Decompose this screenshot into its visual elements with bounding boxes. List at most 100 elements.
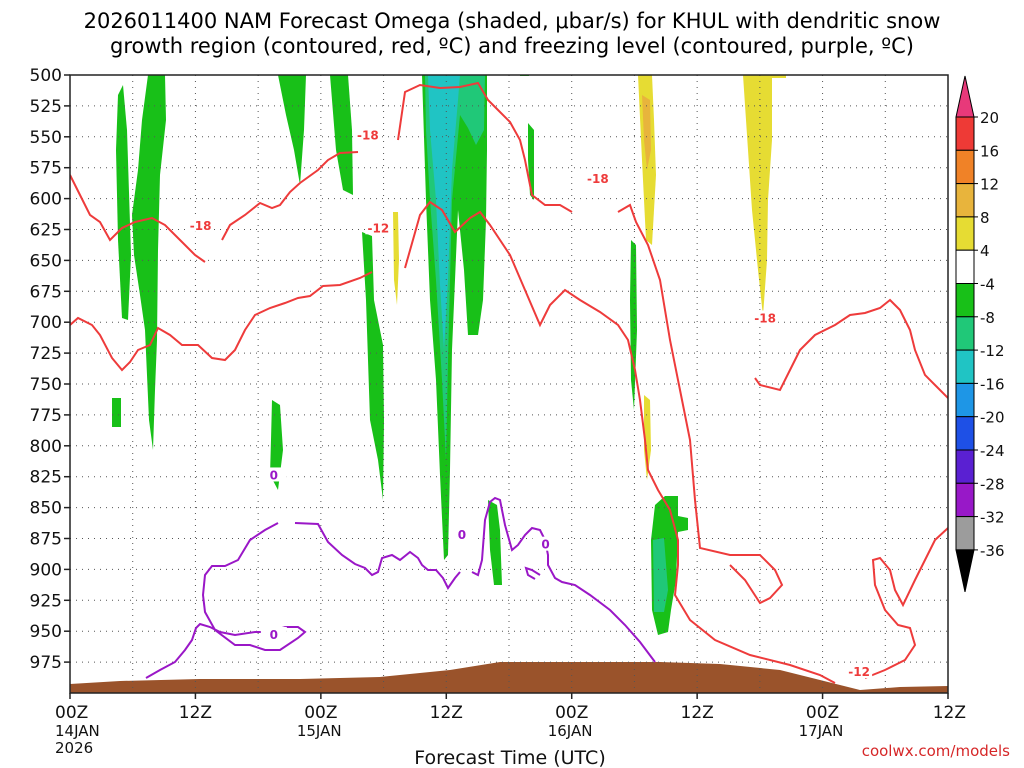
y-tick-label: 775: [30, 406, 62, 426]
colorbar-segment: [955, 316, 975, 351]
contour-label: -18: [754, 311, 776, 325]
y-tick-label: 925: [30, 591, 62, 611]
freezing-contour-line: [145, 496, 656, 679]
omega-region: [393, 212, 399, 305]
colorbar: 20 16 12 8 4 -4 -8 -12 -16 -20 -24 -28 -32 -36: [955, 75, 1005, 593]
colorbar-segment: [955, 249, 975, 284]
omega-shading: [112, 75, 786, 635]
colorbar-segment: [955, 349, 975, 384]
contour-label-bg: [260, 467, 287, 482]
x-tick-label: 00Z: [806, 703, 839, 723]
colorbar-label: -16: [980, 375, 1005, 393]
y-axis: 500 525 550 575 600 625 650 675 700 725 750 775 800 8…: [30, 66, 70, 673]
y-tick-label: 800: [30, 437, 62, 457]
contour-label: -18: [190, 219, 212, 233]
omega-region: [642, 95, 651, 170]
chart-title-line-2: growth region (contoured, red, ºC) and f…: [110, 34, 914, 58]
contour-label: 0: [270, 468, 278, 482]
y-tick-label: 950: [30, 622, 62, 642]
freezing-contour-line: [524, 566, 541, 580]
x-tick-date: 16JAN: [548, 722, 593, 740]
x-tick-label: 12Z: [179, 703, 212, 723]
y-tick-label: 500: [30, 66, 62, 86]
x-tick-label: 00Z: [55, 703, 88, 723]
y-tick-label: 825: [30, 468, 62, 488]
dgz-contour-line: [864, 527, 948, 679]
colorbar-segment: [955, 183, 975, 218]
colorbar-label: 8: [980, 209, 990, 227]
omega-region: [362, 232, 384, 500]
dgz-contour-line: [754, 298, 948, 399]
dgz-contour-line: [70, 151, 359, 263]
omega-region: [330, 75, 353, 195]
plot-grid: [69, 74, 949, 693]
colorbar-label: -36: [980, 542, 1005, 560]
x-tick-label: 12Z: [933, 703, 966, 723]
y-tick-label: 600: [30, 190, 62, 210]
y-tick-label: 850: [30, 499, 62, 519]
x-tick-label: 00Z: [555, 703, 588, 723]
colorbar-segment: [955, 216, 975, 251]
y-tick-label: 675: [30, 282, 62, 302]
omega-region: [132, 75, 166, 450]
credit-text: coolwx.com/models: [862, 742, 1010, 760]
colorbar-label: -8: [980, 309, 995, 327]
colorbar-label: -20: [980, 409, 1005, 427]
terrain-surface: [70, 662, 948, 693]
y-tick-label: 725: [30, 344, 62, 364]
colorbar-label: 16: [980, 142, 999, 160]
x-tick-date: 17JAN: [799, 722, 844, 740]
y-tick-label: 525: [30, 97, 62, 117]
y-tick-label: 900: [30, 560, 62, 580]
colorbar-arrow-top: [955, 75, 975, 118]
colorbar-label: 12: [980, 176, 999, 194]
colorbar-segment: [955, 149, 975, 185]
colorbar-arrow-bottom: [955, 549, 975, 593]
dgz-contour-line: [70, 200, 836, 684]
omega-region: [772, 75, 786, 78]
dgz-contour-line: [397, 81, 784, 605]
colorbar-segment: [955, 116, 975, 151]
freezing-level-contours: [145, 496, 656, 679]
colorbar-segment: [955, 449, 975, 484]
contour-label-bg: [752, 310, 779, 325]
contour-label: 0: [270, 628, 278, 642]
y-tick-label: 650: [30, 251, 62, 271]
contour-label-bg: [187, 217, 214, 232]
y-tick-label: 750: [30, 375, 62, 395]
contour-label: 0: [541, 538, 549, 552]
contour-label-bg: [448, 526, 475, 541]
contour-label: 0: [458, 528, 466, 542]
x-axis-title: Forecast Time (UTC): [414, 747, 605, 768]
colorbar-label: -24: [980, 442, 1005, 460]
omega-region: [116, 85, 131, 320]
y-tick-label: 575: [30, 159, 62, 179]
omega-region: [112, 398, 121, 427]
omega-region: [644, 395, 651, 480]
colorbar-segment: [955, 482, 975, 518]
colorbar-label: -32: [980, 509, 1005, 527]
omega-region: [278, 75, 306, 185]
contour-label-bg: [532, 536, 559, 551]
colorbar-segment: [955, 382, 975, 418]
x-tick-label: 00Z: [304, 703, 337, 723]
colorbar-segment: [955, 283, 975, 318]
chart-title-line-1: 2026011400 NAM Forecast Omega (shaded, μ…: [84, 9, 941, 33]
colorbar-label: 20: [980, 109, 999, 127]
contour-label: -18: [357, 129, 379, 143]
x-tick-year: 2026: [55, 739, 93, 757]
colorbar-segment: [955, 416, 975, 451]
colorbar-label: 4: [980, 242, 990, 260]
colorbar-label: -28: [980, 475, 1005, 493]
y-tick-label: 975: [30, 653, 62, 673]
contour-labels: -18 -18 -12 -18 -18 -12 0 0 0 0: [187, 127, 873, 679]
contour-label: -18: [587, 172, 609, 186]
omega-region: [630, 240, 637, 410]
contour-label-bg: [584, 170, 611, 185]
contour-label: -12: [848, 665, 870, 679]
y-tick-label: 625: [30, 221, 62, 241]
contour-label: -12: [368, 221, 390, 235]
x-tick-date: 14JAN: [55, 722, 100, 740]
